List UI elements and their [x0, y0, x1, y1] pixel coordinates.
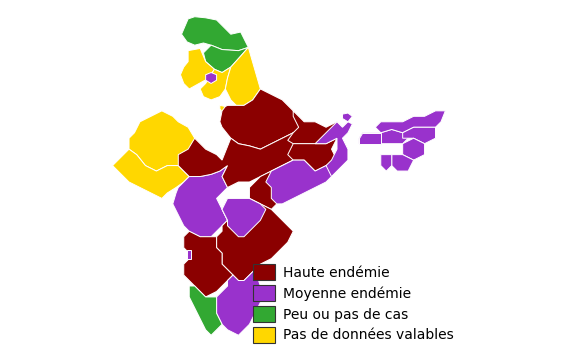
Polygon shape [113, 149, 189, 198]
Polygon shape [392, 155, 414, 171]
Polygon shape [181, 48, 214, 89]
Legend: Haute endémie, Moyenne endémie, Peu ou pas de cas, Pas de données valables: Haute endémie, Moyenne endémie, Peu ou p… [247, 258, 459, 348]
Polygon shape [217, 198, 293, 281]
Polygon shape [315, 122, 352, 182]
Polygon shape [200, 67, 231, 100]
Polygon shape [402, 138, 425, 160]
Polygon shape [206, 72, 217, 83]
Polygon shape [343, 113, 352, 122]
Polygon shape [173, 166, 227, 237]
Polygon shape [381, 155, 392, 171]
Polygon shape [375, 111, 445, 133]
Polygon shape [359, 127, 414, 144]
Polygon shape [184, 231, 233, 297]
Polygon shape [250, 149, 304, 209]
Polygon shape [129, 111, 227, 177]
Polygon shape [187, 250, 192, 259]
Polygon shape [220, 89, 304, 149]
Polygon shape [220, 105, 226, 112]
Polygon shape [288, 138, 337, 171]
Polygon shape [225, 47, 260, 105]
Polygon shape [203, 45, 249, 72]
Polygon shape [266, 160, 332, 204]
Polygon shape [222, 198, 266, 237]
Polygon shape [189, 286, 222, 335]
Polygon shape [182, 17, 249, 51]
Polygon shape [359, 133, 381, 144]
Polygon shape [402, 127, 435, 144]
Polygon shape [217, 270, 260, 335]
Polygon shape [178, 127, 304, 187]
Polygon shape [288, 111, 343, 144]
